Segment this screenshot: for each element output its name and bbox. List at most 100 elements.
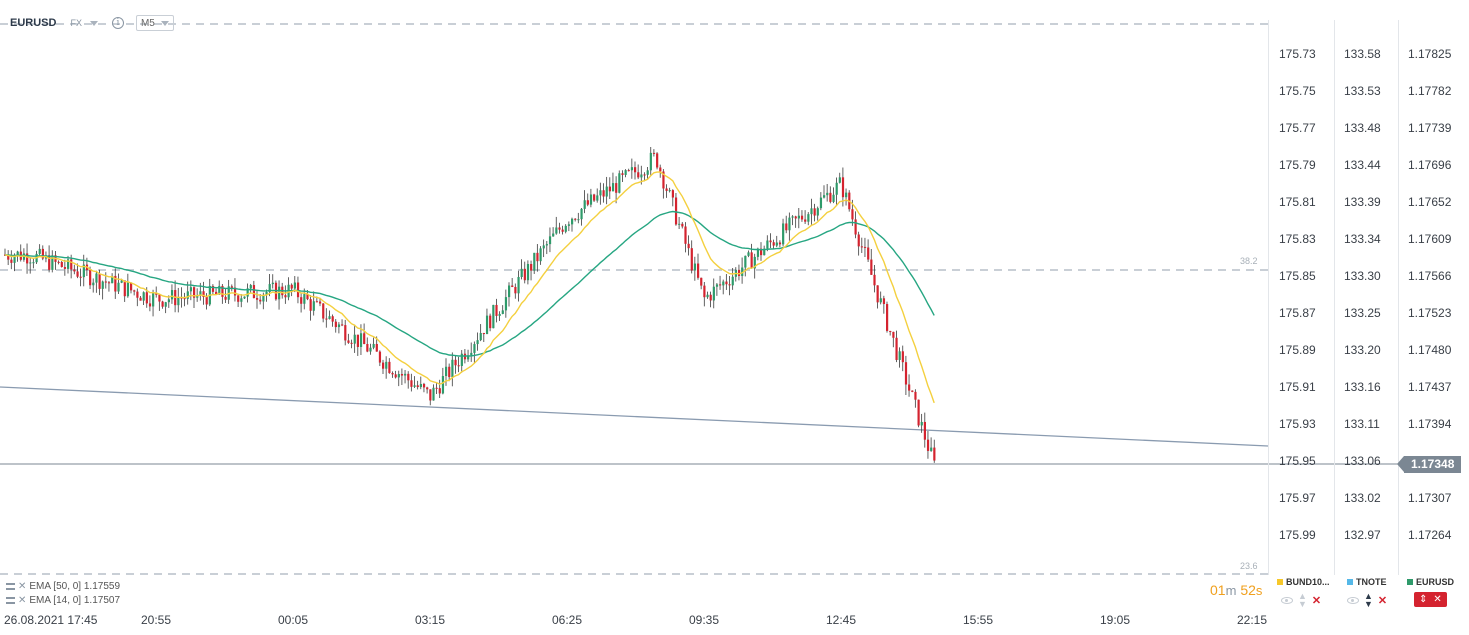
candle-bear [457,365,460,367]
candle-bull [101,281,104,289]
candle-bear [886,304,889,331]
candle-bear [911,390,914,392]
candle-bull [16,251,19,257]
settings-icon[interactable] [6,583,15,590]
candle-bull [807,214,810,222]
candle-bull [782,223,785,245]
candle-bull [328,316,331,319]
candle-bear [804,219,807,222]
eye-icon[interactable] [1347,596,1359,604]
candle-bull [95,273,98,283]
settings-icon[interactable] [6,597,15,604]
series-active-controls[interactable]: ⇕ ✕ [1414,592,1447,607]
candle-bear [901,351,904,363]
candle-bull [649,152,652,171]
sort-arrows-icon[interactable]: ▲ ▼ [1298,591,1307,609]
candle-bull [92,282,95,286]
price-tick: 1.17739 [1408,121,1452,135]
candle-bear [133,290,136,292]
candle-bull [640,174,643,178]
candle-bull [520,268,523,277]
candle-bull [467,355,470,360]
close-icon[interactable]: ✕ [18,595,27,606]
candle-bear [259,299,262,302]
candle-bear [331,316,334,322]
series-color-swatch [1407,579,1413,585]
candle-bear [410,380,413,387]
candle-bull [38,248,41,254]
sort-arrows-icon[interactable]: ▲ ▼ [1364,591,1373,609]
chevron-down-icon [160,20,169,26]
candle-bull [791,216,794,218]
series-tab-tnote[interactable]: TNOTE [1347,577,1387,587]
candle-bull [359,333,363,347]
candle-bull [170,290,174,300]
candle-bull [243,296,246,299]
candle-bull [196,295,199,298]
legend-ema50[interactable]: ✕ EMA [50, 0] 1.17559 [6,581,120,592]
candle-bear [489,315,492,329]
time-axis[interactable]: 26.08.2021 17:45 20:55 00:05 03:15 06:25… [0,606,1270,635]
price-tick: 1.17825 [1408,47,1452,61]
chevron-down-icon[interactable] [89,20,98,26]
candle-bull [756,248,760,257]
series-tab-bund[interactable]: BUND10... [1277,577,1330,587]
candle-bull [479,333,482,341]
symbol-label[interactable]: EURUSD [10,17,57,29]
candle-bear [870,259,873,275]
close-icon[interactable]: ✕ [18,581,27,592]
candle-bear [659,167,662,172]
candle-bear [76,271,79,277]
candle-bear [426,387,429,390]
close-icon[interactable]: ✕ [1433,594,1442,605]
candle-bear [252,285,256,299]
candle-bull [385,361,388,369]
candle-bear [690,248,693,271]
time-tick: 06:25 [552,613,583,627]
price-tick: 133.44 [1344,158,1381,172]
candle-bear [511,285,514,287]
price-tick: 133.25 [1344,306,1381,320]
candle-bull [508,285,511,298]
price-tick: 133.30 [1344,269,1381,283]
candle-bear [114,275,117,292]
price-tick: 175.77 [1279,121,1316,135]
drag-icon[interactable]: ⇕ [1419,594,1428,605]
candle-bear [709,294,712,301]
candle-bull [596,195,599,201]
candle-bull [485,315,489,335]
chart-header: EURUSD FX i M5 [10,13,174,33]
candle-bull [278,286,281,300]
price-tick: 1.17480 [1408,343,1452,357]
candle-bull [120,280,123,283]
timeframe-select[interactable]: M5 [135,15,174,31]
candle-bull [646,170,649,175]
series-tab-eurusd[interactable]: EURUSD [1407,577,1454,587]
candle-bull [413,385,416,387]
time-tick: 20:55 [141,613,172,627]
candle-bear [892,331,895,338]
candle-bear [205,297,208,305]
candle-bear [454,359,457,366]
candle-bear [860,246,863,248]
candle-bear [665,188,668,191]
info-icon[interactable]: i [111,17,124,29]
candle-bull [164,302,167,307]
ema14-line [4,171,935,404]
candle-bull [539,248,542,262]
legend-ema14[interactable]: ✕ EMA [14, 0] 1.17507 [6,595,120,606]
close-icon[interactable]: ✕ [1311,594,1322,607]
price-tick: 133.53 [1344,84,1381,98]
close-icon[interactable]: ✕ [1377,594,1388,607]
candle-bull [372,343,375,348]
candle-bear [523,268,526,281]
price-tick: 1.17566 [1408,269,1452,283]
candle-bull [501,310,504,314]
candle-bear [586,200,589,205]
candle-bear [407,373,410,381]
candle-countdown: 01m 52s [1210,582,1262,598]
candle-bear [224,296,227,300]
eye-icon[interactable] [1281,596,1293,604]
